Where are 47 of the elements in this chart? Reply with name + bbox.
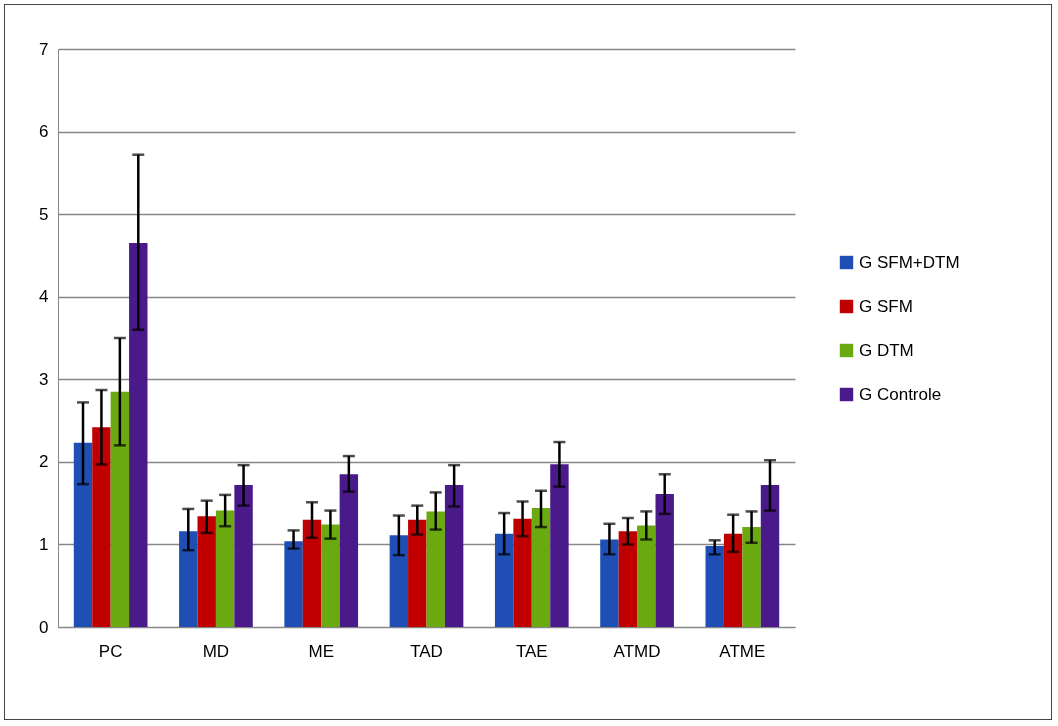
y-tick-label: 5 xyxy=(39,204,49,224)
bar xyxy=(513,518,532,627)
bar xyxy=(742,527,761,627)
bar xyxy=(760,484,780,627)
bar xyxy=(215,510,235,627)
bar xyxy=(705,546,724,627)
bar xyxy=(302,519,322,627)
x-tick-label: ME xyxy=(308,641,334,661)
x-tick-label: ATME xyxy=(719,641,766,661)
bar xyxy=(321,524,340,627)
bar xyxy=(129,243,148,627)
y-tick-label: 1 xyxy=(39,534,49,554)
x-tick-label: TAE xyxy=(515,641,548,661)
y-tick-label: 3 xyxy=(39,369,49,389)
y-tick-label: 7 xyxy=(39,39,49,59)
x-tick-label: ATMD xyxy=(613,641,661,661)
bar xyxy=(723,533,743,627)
x-tick-label: MD xyxy=(202,641,230,661)
bar xyxy=(197,516,216,627)
y-tick-label: 4 xyxy=(39,287,49,307)
bar xyxy=(426,511,445,627)
bar xyxy=(494,533,514,627)
bar xyxy=(110,391,130,627)
bar xyxy=(600,539,619,627)
bar xyxy=(637,525,656,627)
bar xyxy=(73,442,93,627)
x-tick-label: TAD xyxy=(410,641,443,661)
bar xyxy=(92,427,111,627)
bar xyxy=(618,531,638,627)
bar xyxy=(655,494,674,627)
bar xyxy=(408,519,427,627)
bar xyxy=(284,541,303,627)
bar xyxy=(339,474,359,627)
bar xyxy=(531,508,551,627)
bar xyxy=(389,535,409,627)
bar xyxy=(550,464,569,627)
legend-label: G SFM+DTM xyxy=(859,252,960,272)
legend-label: G Controle xyxy=(859,384,942,404)
bar xyxy=(179,531,198,627)
y-tick-label: 0 xyxy=(39,617,49,637)
y-tick-label: 2 xyxy=(39,452,49,472)
bar xyxy=(444,484,464,627)
legend-label: G DTM xyxy=(859,340,914,360)
bar xyxy=(234,484,253,627)
y-tick-label: 6 xyxy=(39,122,49,142)
legend-label: G SFM xyxy=(859,296,913,316)
x-tick-label: PC xyxy=(98,641,123,661)
